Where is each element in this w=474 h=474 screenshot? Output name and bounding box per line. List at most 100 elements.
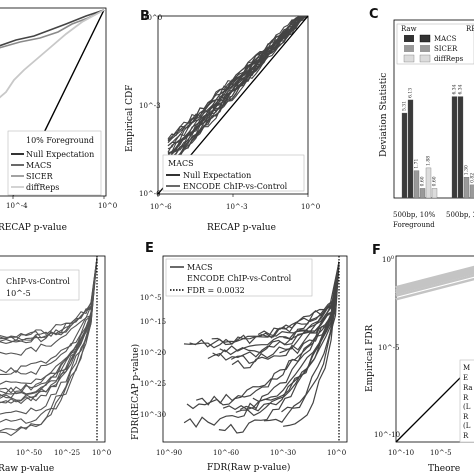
panel-c-bars: 5.316.346.136.341.711.300.600.821.882.03…: [402, 84, 474, 199]
panel-e-xtick-0: 10^-90: [156, 449, 182, 457]
panel-e-ylabel: FDR(RECAP p-value): [130, 344, 141, 440]
panel-a-xlabel: RECAP p-value: [0, 223, 67, 233]
panel-e-legend-1: ENCODE ChIP-vs-Control: [187, 274, 292, 283]
panel-a-legend-3: SICER: [26, 172, 54, 181]
panel-d-xtick-0: 10^-50: [16, 449, 42, 457]
panel-c: Deviation Statistic 5.31 6.34 6.13 6.34 1.71…: [379, 19, 474, 229]
panel-e-xtick-2: 10^-30: [270, 449, 296, 457]
panel-d-series-line: [0, 257, 98, 404]
panel-f-series: [395, 265, 474, 301]
panel-e-legend-2: FDR = 0.0032: [187, 286, 245, 295]
panel-f-xtick-1: 10^-5: [430, 449, 452, 457]
panel-letter-f: F: [372, 243, 381, 258]
panel-c-category-0-line2: Foreground: [393, 221, 435, 229]
panel-b-series: [167, 15, 309, 169]
panel-b-ylabel: Empirical CDF: [125, 85, 135, 152]
panel-e-series-line: [235, 261, 340, 417]
panel-b-ytick-2: 10^-6: [139, 190, 161, 198]
panel-b-series-line: [167, 15, 308, 140]
panel-c-bar-label: 1.88: [426, 156, 432, 166]
panel-d-series-line: [0, 257, 98, 424]
panel-b-xtick-0: 10^-6: [150, 203, 172, 211]
panel-e-ytick-0: 10^-5: [140, 294, 162, 302]
panel-e-series-line: [252, 261, 340, 403]
panel-f-legend-2: Ra: [463, 384, 473, 392]
panel-c-bar-label: 6.13: [408, 88, 414, 98]
panel-d-series: [0, 257, 98, 437]
panel-f-xtick-0: 10^-10: [388, 449, 414, 457]
panel-d-series-line: [0, 257, 98, 343]
panel-c-bar: [425, 167, 432, 199]
panel-c-bar-label: 0.82: [470, 173, 474, 183]
panel-e-legend: MACS ENCODE ChIP-vs-Control FDR = 0.0032: [165, 258, 313, 297]
panel-e-series-line: [263, 261, 340, 423]
panel-c-bar-label: 0.60: [432, 176, 438, 186]
panel-d-series-line: [0, 257, 98, 376]
panel-f: 100 10^-5 10^-10 10^-10 10^-5 Theore Emp…: [365, 255, 474, 474]
panel-e-series-line: [183, 261, 340, 428]
panel-c-bar-label: 6.34: [458, 84, 464, 94]
panel-d-series-line: [0, 257, 98, 405]
panel-a-frame: [0, 7, 107, 197]
panel-f-ytick-top: 100: [382, 255, 394, 264]
panel-f-series-line: [395, 277, 474, 301]
panel-e-series-line: [283, 261, 340, 427]
panel-a-legend-2: MACS: [26, 161, 52, 170]
panel-b-legend-2: ENCODE ChIP-vs-Control: [183, 182, 288, 191]
panel-a-xtick-1: 10^0: [98, 202, 117, 210]
panel-c-bar: [457, 96, 464, 199]
panel-e-ytick-1: 10^-15: [140, 318, 166, 326]
panel-d: ChIP-vs-Control 10^-5 10^-50 10^-25 10^0…: [0, 255, 111, 474]
panel-d-legend: ChIP-vs-Control 10^-5: [0, 269, 80, 301]
panel-c-legend: Raw RE MACS SICER diffReps: [396, 23, 474, 65]
panel-b-legend: MACS Null Expectation ENCODE ChIP-vs-Con…: [162, 154, 305, 192]
panel-e-series: [183, 261, 340, 434]
panel-e-frame: [162, 255, 348, 443]
panel-f-legend-7: R: [463, 432, 469, 440]
panel-letter-b: B: [140, 9, 150, 24]
panel-b-series-line: [167, 15, 308, 142]
panel-a-xtick-0: 10^-4: [6, 202, 28, 210]
panel-f-series-line: [395, 268, 474, 292]
panel-b-xtick-1: 10^-3: [226, 203, 248, 211]
panel-a-diffreps-line: [0, 9, 105, 99]
panel-f-ytick-0: 10^-5: [378, 344, 400, 352]
panel-e-series-line: [230, 261, 340, 364]
panel-b-ytick-1: 10^-3: [139, 102, 161, 110]
panel-e-series-line: [186, 261, 340, 410]
panel-b-series-line: [167, 15, 308, 158]
panel-e-ytick-4: 10^-30: [140, 411, 166, 419]
panel-c-ylabel: Deviation Statistic: [379, 73, 389, 157]
panel-f-series-line: [395, 265, 474, 289]
panel-c-bar-label: 1.71: [414, 158, 420, 168]
panel-c-bar: [431, 188, 438, 199]
panel-f-legend-4: (L: [463, 403, 471, 411]
panel-c-bar: [469, 184, 474, 199]
panel-d-xtick-1: 10^-25: [54, 449, 80, 457]
panel-c-bar-label: 5.31: [402, 101, 408, 111]
panel-e-xtick-3: 10^0: [327, 449, 346, 457]
panel-e-series-line: [218, 261, 340, 434]
panel-b-series-line: [167, 15, 309, 168]
panel-a-legend-1: Null Expectation: [26, 150, 94, 159]
panel-f-frame: [395, 255, 474, 443]
panel-c-category-1: 500bp, 2: [446, 211, 474, 219]
panel-d-legend-0: ChIP-vs-Control: [6, 277, 70, 286]
panel-e-legend-0: MACS: [187, 263, 213, 272]
panel-f-legend-0: M: [463, 364, 470, 372]
panel-b-series-line: [167, 15, 309, 159]
panel-c-category-0: 500bp, 10%: [393, 211, 436, 219]
panel-f-series-line: [395, 274, 474, 297]
panel-a: 10^-4 10^0 RECAP p-value 10% Foreground …: [0, 7, 117, 233]
panel-c-legend-group-raw: Raw: [401, 25, 417, 33]
panel-a-legend-4: diffReps: [26, 183, 59, 192]
panel-b-xtick-2: 10^0: [301, 203, 320, 211]
panel-e-series-line: [222, 261, 340, 411]
panel-d-series-line: [0, 257, 98, 356]
panel-d-series-line: [0, 257, 98, 432]
panel-e-xlabel: FDR(Raw p-value): [207, 462, 290, 473]
panel-d-legend-1: 10^-5: [6, 289, 31, 298]
panel-e-series-line: [212, 261, 340, 357]
panel-f-series-line: [395, 271, 474, 295]
